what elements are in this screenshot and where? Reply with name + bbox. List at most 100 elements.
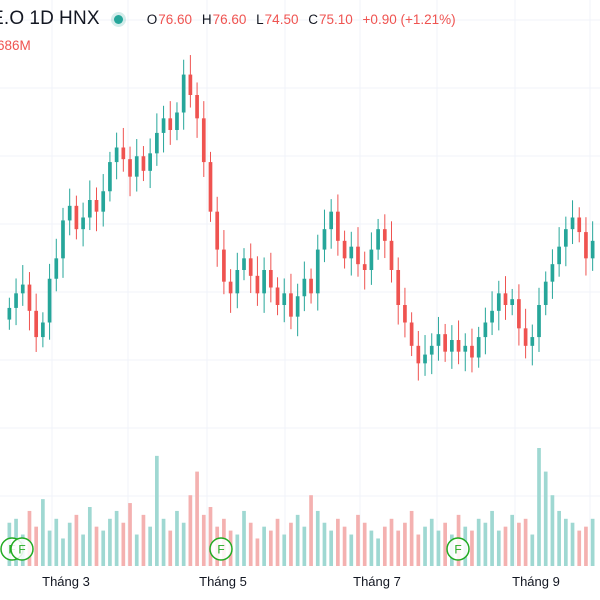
volume-bar	[148, 526, 152, 566]
candle-body	[188, 74, 193, 95]
candle-body	[342, 240, 347, 259]
candle-body	[396, 270, 401, 305]
candle-body	[550, 264, 555, 282]
volume-bar	[175, 510, 179, 566]
volume-bar	[47, 530, 52, 566]
candle-body	[67, 205, 72, 221]
candle-body	[356, 246, 360, 265]
volume-bar	[161, 518, 166, 566]
volume-bar	[54, 518, 59, 566]
candle-body	[168, 118, 173, 130]
candle-body	[510, 299, 515, 305]
volume-bar	[114, 510, 119, 566]
candle-body	[463, 345, 468, 352]
high-value: 76.60	[212, 11, 247, 27]
candle-body	[577, 217, 582, 233]
candle-body	[34, 310, 39, 338]
candle-body	[570, 217, 575, 230]
event-marker-icon[interactable]: F	[446, 537, 470, 561]
volume-bar	[255, 538, 260, 566]
interval-label[interactable]: 1D	[29, 8, 55, 29]
candle-body	[228, 281, 233, 294]
volume-bar	[396, 530, 401, 566]
volume-bar	[248, 522, 253, 566]
candle-body	[329, 211, 334, 230]
event-marker-circle	[446, 537, 470, 561]
volume-bar	[188, 495, 193, 566]
candle-body	[201, 118, 206, 163]
volume-bar	[61, 538, 65, 566]
volume-bar	[476, 518, 481, 566]
candle-body	[282, 293, 287, 305]
candle-body	[7, 307, 12, 320]
volume-bar	[570, 522, 575, 566]
volume-bar	[496, 530, 501, 566]
symbol-legend: E.O 1D HNX O76.60 H76.60 L74.50 C75.10 +…	[0, 6, 456, 32]
volume-bar	[168, 530, 173, 566]
volume-bar	[235, 534, 240, 566]
candle-body	[248, 258, 253, 276]
volume-bar	[584, 526, 588, 566]
volume-bar	[429, 518, 434, 566]
volume-bar	[195, 471, 199, 566]
event-marker-icon[interactable]: F	[209, 537, 233, 561]
volume-bar	[369, 530, 374, 566]
volume-bar	[289, 522, 293, 566]
candle-body	[41, 322, 45, 338]
x-axis: Tháng 3 Tháng 5 Tháng 7 Tháng 9	[42, 574, 560, 589]
volume-bar	[443, 522, 447, 566]
candle-body	[262, 270, 266, 294]
event-markers[interactable]: FFFF	[0, 537, 470, 561]
volume-bar	[275, 518, 280, 566]
candle-body	[302, 278, 307, 297]
volume-bar	[376, 538, 380, 566]
candle-body	[148, 153, 152, 171]
x-tick-label: Tháng 5	[199, 574, 247, 589]
event-marker-icon[interactable]: F	[10, 537, 34, 561]
candle-body	[416, 345, 421, 364]
volume-bar	[336, 518, 340, 566]
volume-bar	[530, 534, 535, 566]
volume-bar	[416, 534, 421, 566]
candle-body	[215, 211, 220, 250]
volume-bar	[389, 518, 394, 566]
candle-body	[295, 296, 300, 317]
candle-body	[537, 305, 541, 338]
candle-body	[369, 249, 374, 270]
candle-body	[490, 310, 494, 323]
candle-body	[523, 328, 528, 346]
event-marker-label: F	[454, 543, 461, 557]
event-marker-label: F	[217, 543, 224, 557]
candle-body	[101, 191, 106, 212]
candle-body	[362, 264, 367, 270]
candle-body	[61, 220, 65, 259]
candle-body	[134, 156, 139, 177]
candle-body	[476, 337, 481, 358]
chart-grid	[0, 0, 600, 566]
candle-body	[141, 156, 146, 171]
candle-body	[235, 270, 240, 294]
volume-bar	[436, 530, 441, 566]
volume-bar	[356, 514, 360, 566]
candle-body	[563, 229, 568, 247]
candle-body	[222, 249, 226, 282]
event-marker-label: F	[18, 543, 25, 557]
candle-body	[74, 205, 79, 230]
candle-body	[309, 278, 313, 294]
candle-body	[255, 275, 260, 294]
volume-bar	[27, 510, 32, 566]
candle-body	[503, 293, 508, 305]
symbol-name[interactable]: E.O	[0, 8, 25, 29]
candle-body	[114, 147, 119, 163]
volume-bar	[543, 471, 548, 566]
volume-bar	[423, 526, 427, 566]
volume-bar	[67, 522, 72, 566]
volume-bar	[268, 530, 273, 566]
volume-bar	[74, 514, 79, 566]
open-key: O	[146, 11, 158, 27]
volume-bar	[295, 514, 300, 566]
volume-bar	[302, 526, 307, 566]
volume-bar	[34, 526, 39, 566]
event-marker-circle	[209, 537, 233, 561]
